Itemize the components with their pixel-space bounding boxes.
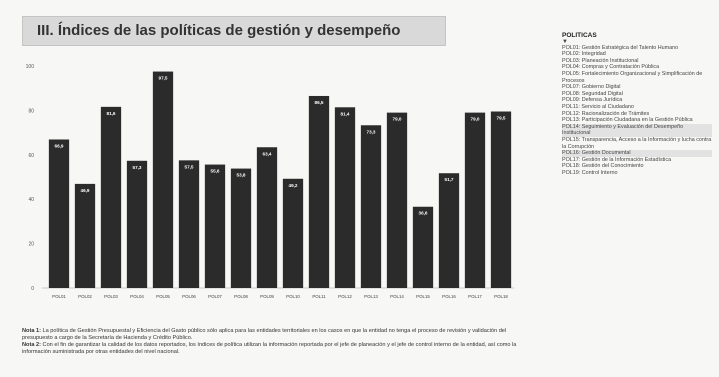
note-1-lead: Nota 1: xyxy=(22,328,41,334)
bar-value-label: 79,5 xyxy=(497,116,506,121)
note-1: Nota 1: La política de Gestión Presupues… xyxy=(22,328,518,342)
x-tick-label: POL15 xyxy=(416,294,430,299)
legend-item: POL04: Compras y Contratación Pública xyxy=(562,64,660,71)
bar xyxy=(204,164,226,288)
legend-item: POL18: Gestión del Conocimiento xyxy=(562,163,644,170)
bar xyxy=(100,106,122,289)
x-tick-label: POL12 xyxy=(338,294,352,299)
legend-item: POL08: Seguridad Digital xyxy=(562,90,623,97)
x-tick-label: POL09 xyxy=(260,294,274,299)
bar xyxy=(48,139,70,288)
x-tick-label: POL02 xyxy=(78,294,92,299)
x-tick-label: POL18 xyxy=(494,294,508,299)
y-tick-label: 40 xyxy=(28,197,34,203)
bar-value-label: 81,4 xyxy=(341,111,350,116)
x-tick-label: POL05 xyxy=(156,294,170,299)
x-tick-label: POL16 xyxy=(442,294,456,299)
bar xyxy=(178,160,200,288)
y-tick-label: 100 xyxy=(26,64,35,70)
bar xyxy=(412,206,434,288)
bar-value-label: 79,0 xyxy=(393,117,402,122)
bar xyxy=(256,147,278,288)
note-2: Nota 2: Con el fin de garantizar la cali… xyxy=(22,342,518,356)
bar xyxy=(282,178,304,288)
y-tick-label: 0 xyxy=(31,286,34,292)
y-tick-label: 80 xyxy=(28,108,34,114)
legend-item: POL03: Planeación Institucional xyxy=(562,57,639,64)
bar xyxy=(152,71,174,288)
bar-value-label: 53,8 xyxy=(237,173,246,178)
bar-value-label: 55,6 xyxy=(211,169,220,174)
x-tick-label: POL08 xyxy=(234,294,248,299)
bar-value-label: 86,5 xyxy=(315,100,324,105)
section-title: III. Índices de las políticas de gestión… xyxy=(37,22,401,39)
bar-value-label: 46,9 xyxy=(81,188,90,193)
legend-marker-icon: ▼ xyxy=(562,38,568,45)
bar xyxy=(126,160,148,288)
x-tick-label: POL01 xyxy=(52,294,66,299)
legend-item: POL05: Fortalecimiento Organizacional y … xyxy=(562,70,703,84)
section-banner: III. Índices de las políticas de gestión… xyxy=(22,16,446,46)
x-tick-label: POL13 xyxy=(364,294,378,299)
legend-item: POL09: Defensa Jurídica xyxy=(562,97,623,104)
bar xyxy=(464,112,486,288)
legend-title: POLITICAS xyxy=(562,32,597,39)
x-tick-label: POL07 xyxy=(208,294,222,299)
y-tick-label: 20 xyxy=(28,242,34,248)
bar xyxy=(490,111,512,288)
bar xyxy=(308,95,330,288)
bar-value-label: 36,6 xyxy=(419,211,428,216)
bar xyxy=(386,112,408,288)
x-tick-label: POL11 xyxy=(312,294,326,299)
bar-value-label: 49,2 xyxy=(289,183,298,188)
legend-item: POL16: Gestión Documental xyxy=(562,150,712,157)
legend-item: POL01: Gestión Estratégica del Talento H… xyxy=(562,44,679,51)
bar-value-label: 57,5 xyxy=(185,164,194,169)
legend-item: POL15: Transparencia, Acceso a la Inform… xyxy=(562,136,712,150)
note-2-text: Con el fin de garantizar la calidad de l… xyxy=(22,342,517,355)
bar xyxy=(334,107,356,289)
note-2-lead: Nota 2: xyxy=(22,342,41,348)
x-tick-label: POL03 xyxy=(104,294,118,299)
bar xyxy=(230,168,252,288)
legend-item: POL02: Integridad xyxy=(562,51,606,58)
bar-value-label: 51,7 xyxy=(445,177,454,182)
bar-chart: 0 20 40 60 80 100 66,9 POL01 46,9 POL02 81,6 POL03 5… xyxy=(26,64,514,299)
legend-item: POL13: Participación Ciudadana en la Ges… xyxy=(562,117,693,124)
legend-item: POL07: Gobierno Digital xyxy=(562,84,621,91)
bar xyxy=(360,125,382,288)
legend-item: POL12: Racionalización de Trámites xyxy=(562,110,650,117)
chart-notes: Nota 1: La política de Gestión Presupues… xyxy=(22,328,518,356)
bar-value-label: 57,3 xyxy=(133,165,142,170)
bar xyxy=(438,173,460,288)
legend-item: POL11: Servicio al Ciudadano xyxy=(562,103,634,110)
x-tick-label: POL04 xyxy=(130,294,144,299)
bar-value-label: 81,6 xyxy=(107,111,116,116)
y-tick-label: 60 xyxy=(28,153,34,159)
x-tick-label: POL06 xyxy=(182,294,196,299)
x-tick-label: POL14 xyxy=(390,294,404,299)
bar-value-label: 79,0 xyxy=(471,117,480,122)
legend-item: POL17: Gestión de la Información Estadís… xyxy=(562,156,672,163)
legend-items: POL01: Gestión Estratégica del Talento H… xyxy=(562,45,712,177)
x-tick-label: POL10 xyxy=(286,294,300,299)
bar-value-label: 66,9 xyxy=(55,143,64,148)
bar-value-label: 73,3 xyxy=(367,129,376,134)
x-tick-label: POL17 xyxy=(468,294,482,299)
legend-item: POL14: Seguimiento y Evaluación del Dese… xyxy=(562,123,712,137)
bar-value-label: 63,4 xyxy=(263,151,272,156)
bar xyxy=(74,183,96,288)
bar-value-label: 97,5 xyxy=(159,76,168,81)
note-1-text: La política de Gestión Presupuestal y Ef… xyxy=(22,328,507,341)
legend-item: POL19: Control Interno xyxy=(562,169,618,176)
policy-legend: POLITICAS ▼ POL01: Gestión Estratégica d… xyxy=(562,32,712,177)
